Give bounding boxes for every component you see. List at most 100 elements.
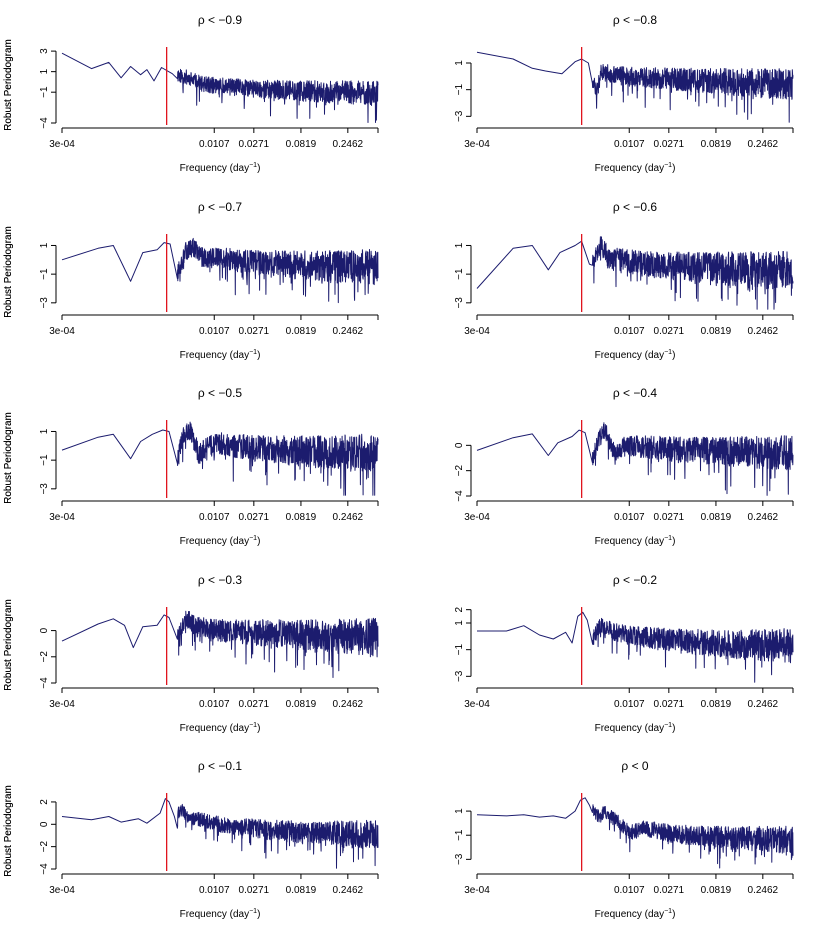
y-axis-label: Robust Periodogram xyxy=(3,599,14,691)
panel-title: ρ < −0.9 xyxy=(198,13,243,27)
y-tick-label: −1 xyxy=(454,644,465,656)
panel-4: ρ < −0.6 1 −1 −3 Robust Periodogram 3e-04 0.01… xyxy=(3,200,794,361)
y-tick-label: −1 xyxy=(454,829,465,841)
x-tick-label: 0.0271 xyxy=(654,699,685,710)
x-tick-label: 0.0819 xyxy=(701,326,732,337)
x-tick-label: 0.2462 xyxy=(748,885,779,896)
x-tick-label: 0.2462 xyxy=(748,139,779,150)
x-tick-label: 0.0819 xyxy=(286,139,317,150)
y-tick-label: −4 xyxy=(39,863,50,875)
periodogram-series xyxy=(61,798,379,869)
y-tick-label: −1 xyxy=(39,268,50,280)
y-tick-label: −4 xyxy=(39,117,50,129)
x-tick-label: 0.2462 xyxy=(333,699,364,710)
y-tick-label: −1 xyxy=(39,86,50,98)
y-tick-label: 1 xyxy=(454,60,465,66)
x-tick-label: 0.0107 xyxy=(199,885,230,896)
x-tick-label: 3e-04 xyxy=(464,139,490,150)
x-tick-label: 0.0271 xyxy=(654,512,685,523)
x-tick-label: 0.0107 xyxy=(614,326,645,337)
panel-title: ρ < −0.8 xyxy=(613,13,658,27)
panel-2: ρ < −0.8 1 −1 −3 Robust Periodogram 3e-04 0.01… xyxy=(3,13,794,174)
x-tick-label: 0.0819 xyxy=(701,885,732,896)
x-axis-label: Frequency (day−1) xyxy=(595,908,676,920)
x-tick-label: 3e-04 xyxy=(464,326,490,337)
y-tick-label: −3 xyxy=(454,853,465,865)
x-tick-label: 0.0271 xyxy=(654,885,685,896)
y-tick-label: −2 xyxy=(39,651,50,663)
x-tick-label: 0.0819 xyxy=(286,885,317,896)
x-tick-label: 0.2462 xyxy=(748,326,779,337)
x-tick-label: 0.0271 xyxy=(239,512,270,523)
x-tick-label: 3e-04 xyxy=(49,885,75,896)
x-axis-label: Frequency (day−1) xyxy=(180,162,261,174)
panel-title: ρ < −0.4 xyxy=(613,386,658,400)
x-tick-label: 0.0271 xyxy=(654,326,685,337)
y-tick-label: 1 xyxy=(39,68,50,74)
y-tick-label: 0 xyxy=(454,442,465,448)
x-tick-label: 0.0819 xyxy=(701,699,732,710)
x-tick-label: 0.0819 xyxy=(286,326,317,337)
y-tick-label: −3 xyxy=(39,483,50,495)
panel-title: ρ < −0.5 xyxy=(198,386,243,400)
y-axis-label: Robust Periodogram xyxy=(3,785,14,877)
panel-8: ρ < −0.2 2 1 −1 −3 Robust Periodogram 3e-04 0.0… xyxy=(3,573,794,734)
periodogram-series xyxy=(476,51,794,123)
y-tick-label: 1 xyxy=(39,242,50,248)
x-tick-label: 0.0271 xyxy=(239,139,270,150)
x-tick-label: 0.0107 xyxy=(614,885,645,896)
periodogram-series xyxy=(477,611,794,683)
x-tick-label: 0.0271 xyxy=(239,326,270,337)
y-tick-label: 3 xyxy=(39,48,50,54)
y-tick-label: −1 xyxy=(39,454,50,466)
x-axis-label: Frequency (day−1) xyxy=(595,535,676,547)
x-tick-label: 0.0107 xyxy=(199,139,230,150)
x-tick-label: 0.0107 xyxy=(614,512,645,523)
x-axis-label: Frequency (day−1) xyxy=(180,722,261,734)
panel-9: ρ < −0.1 2 0 −2 −4 Robust Periodogram 3e-04 0.0… xyxy=(3,759,379,920)
y-tick-label: −3 xyxy=(454,297,465,309)
x-tick-label: 0.0107 xyxy=(199,699,230,710)
x-axis-label: Frequency (day−1) xyxy=(180,349,261,361)
x-tick-label: 0.0107 xyxy=(199,326,230,337)
y-tick-label: −2 xyxy=(39,841,50,853)
x-tick-label: 0.0107 xyxy=(614,139,645,150)
x-axis-label: Frequency (day−1) xyxy=(180,535,261,547)
y-tick-label: −3 xyxy=(39,297,50,309)
y-tick-label: 1 xyxy=(454,808,465,814)
x-tick-label: 0.2462 xyxy=(333,512,364,523)
x-tick-label: 3e-04 xyxy=(464,512,490,523)
x-axis-label: Frequency (day−1) xyxy=(595,349,676,361)
x-axis-label: Frequency (day−1) xyxy=(180,908,261,920)
x-tick-label: 3e-04 xyxy=(49,326,75,337)
panel-title: ρ < −0.3 xyxy=(198,573,243,587)
y-tick-label: 1 xyxy=(454,242,465,248)
x-tick-label: 0.0271 xyxy=(239,699,270,710)
x-tick-label: 0.0107 xyxy=(199,512,230,523)
panel-title: ρ < −0.1 xyxy=(198,759,243,773)
y-axis-label: Robust Periodogram xyxy=(3,599,14,691)
panel-title: ρ < −0.6 xyxy=(613,200,658,214)
y-axis-label: Robust Periodogram xyxy=(3,785,14,877)
y-axis-label: Robust Periodogram xyxy=(3,412,14,504)
y-tick-label: 0 xyxy=(39,821,50,827)
x-tick-label: 3e-04 xyxy=(49,512,75,523)
y-tick-label: −2 xyxy=(454,465,465,477)
x-tick-label: 0.2462 xyxy=(333,885,364,896)
panel-title: ρ < −0.7 xyxy=(198,200,243,214)
y-tick-label: 0 xyxy=(39,627,50,633)
panel-3: ρ < −0.7 1 −1 −3 Robust Periodogram 3e-04 0.01… xyxy=(3,200,379,361)
periodogram-series xyxy=(61,52,379,123)
x-tick-label: 0.0819 xyxy=(701,139,732,150)
x-axis-label: Frequency (day−1) xyxy=(595,722,676,734)
x-tick-label: 0.0819 xyxy=(701,512,732,523)
y-tick-label: −3 xyxy=(454,670,465,682)
periodogram-series xyxy=(61,237,379,304)
panel-title: ρ < 0 xyxy=(621,759,649,773)
y-tick-label: −1 xyxy=(454,268,465,280)
periodogram-series xyxy=(61,421,379,496)
y-axis-label: Robust Periodogram xyxy=(3,412,14,504)
periodogram-series xyxy=(476,422,794,496)
x-tick-label: 0.0271 xyxy=(239,885,270,896)
y-tick-label: −4 xyxy=(454,490,465,502)
